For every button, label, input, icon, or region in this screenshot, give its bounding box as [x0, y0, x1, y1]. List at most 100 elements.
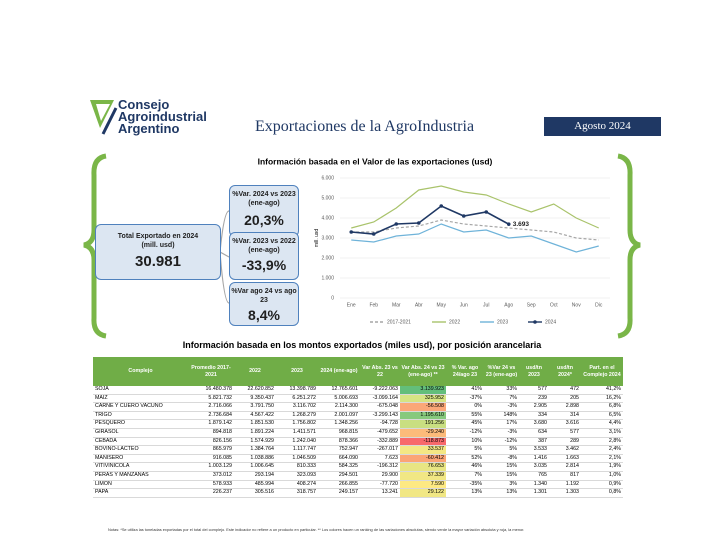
table-cell: 6,8%	[581, 402, 623, 412]
table-row: PESQUERO 1.879.142 1.851.530 1.756.802 1.348…	[93, 419, 623, 429]
table-cell: 1.195.610	[400, 411, 446, 421]
table-cell: 2.716.066	[188, 402, 234, 412]
table-cell: 2.814	[549, 462, 581, 472]
table-cell: 33.537	[400, 445, 446, 455]
table-cell: 4.567.422	[234, 411, 276, 421]
table-cell: 29.122	[400, 488, 446, 498]
table-cell: -267.017	[360, 445, 400, 455]
table-cell: 29.900	[360, 471, 400, 481]
point	[349, 230, 354, 234]
table-row: CARNE Y CUERO VACUNO 2.716.066 3.791.750 3.…	[93, 402, 623, 412]
table-cell: 2.736.684	[188, 411, 234, 421]
table-cell: 7%	[484, 394, 519, 404]
table-cell: 578.933	[188, 480, 234, 490]
y-tick-label: 5.000	[321, 195, 334, 201]
table-cell: -29.240	[400, 428, 446, 438]
table-cell: 3.139.923	[400, 386, 446, 395]
table-cell: 916.085	[188, 454, 234, 464]
table-cell: 1.416	[519, 454, 549, 464]
table: Complejo Promedio 2017-2021 2022 2023 2024 (…	[93, 357, 623, 498]
x-tick-label: Dic	[595, 302, 603, 308]
table-cell: 817	[549, 471, 581, 481]
row-label: VITIVINICOLA	[93, 462, 188, 472]
point	[439, 204, 444, 208]
column-header: Var Abs. 23 vs 22	[360, 357, 400, 386]
table-cell: -479.652	[360, 428, 400, 438]
column-header: Var Abs. 24 vs 23 (ene-ago) **	[400, 357, 446, 386]
point	[371, 232, 376, 236]
table-cell: 5%	[484, 445, 519, 455]
table-cell: -77.720	[360, 480, 400, 490]
table-cell: 10%	[446, 437, 484, 447]
table-cell: -675.048	[360, 402, 400, 412]
row-label: TRIGO	[93, 411, 188, 421]
column-header: Promedio 2017-2021	[188, 357, 234, 386]
table-cell: 1.348.256	[318, 419, 360, 429]
table-cell: 826.156	[188, 437, 234, 447]
right-brace	[617, 153, 641, 339]
table-cell: -12%	[446, 428, 484, 438]
point	[506, 222, 511, 226]
series-line	[351, 205, 510, 235]
table-cell: -3.299.143	[360, 411, 400, 421]
x-tick-label: Ene	[347, 302, 356, 308]
row-label: CEBADA	[93, 437, 188, 447]
point	[416, 221, 421, 225]
table-cell: 485.994	[234, 480, 276, 490]
left-brace	[83, 153, 107, 339]
table-row: SOJA 16.480.378 22.620.852 13.398.789 12.765…	[93, 386, 623, 395]
table-cell: 1.411.571	[276, 428, 318, 438]
table-cell: 1.303	[549, 488, 581, 498]
column-header: 2023	[276, 357, 318, 386]
table-cell: 37.339	[400, 471, 446, 481]
table-cell: 1.891.224	[234, 428, 276, 438]
table-cell: 664.090	[318, 454, 360, 464]
row-label: MANISERO	[93, 454, 188, 464]
table-cell: 249.157	[318, 488, 360, 498]
table-cell: 373.012	[188, 471, 234, 481]
table-cell: 5.821.732	[188, 394, 234, 404]
var-value: -33,9%	[241, 257, 287, 273]
point	[484, 210, 489, 214]
table-cell: 634	[519, 428, 549, 438]
y-tick-label: 3.000	[321, 235, 334, 241]
table-cell: 4,4%	[581, 419, 623, 429]
table-cell: 878.366	[318, 437, 360, 447]
table-cell: 577	[519, 386, 549, 395]
y-tick-label: 2.000	[321, 255, 334, 261]
table-cell: 12.765.601	[318, 386, 360, 395]
table-cell: 33%	[484, 386, 519, 395]
table-cell: 1.046.509	[276, 454, 318, 464]
logo-text: Consejo Agroindustrial Argentino	[118, 98, 207, 135]
x-tick-label: Mar	[392, 302, 401, 308]
data-label: 3.693	[513, 221, 530, 228]
table-cell: 148%	[484, 411, 519, 421]
total-value: 30.981	[135, 253, 181, 270]
row-label: MAÍZ	[93, 394, 188, 404]
table-cell: 226.237	[188, 488, 234, 498]
legend-label: 2022	[449, 319, 460, 325]
table-cell: 2,8%	[581, 437, 623, 447]
table-cell: -9.222.063	[360, 386, 400, 395]
table-row: TRIGO 2.736.684 4.567.422 1.268.279 2.001.09…	[93, 411, 623, 421]
table-row: LIMÓN 578.933 485.994 408.274 266.855 -77.720…	[93, 480, 623, 490]
table-cell: 968.815	[318, 428, 360, 438]
table-cell: 472	[549, 386, 581, 395]
table-cell: 17%	[484, 419, 519, 429]
table-cell: 293.194	[234, 471, 276, 481]
footnote: Notas: *Se utiliza las toneladas exporta…	[108, 527, 525, 532]
table-cell: 3.616	[549, 419, 581, 429]
table-cell: 55%	[446, 411, 484, 421]
table-cell: -3.099.164	[360, 394, 400, 404]
var-value: 20,3%	[244, 212, 284, 228]
series-line	[351, 185, 599, 229]
total-box: Total Exportado en 2024 (mill. usd) 30.9…	[95, 224, 221, 280]
table-cell: 1.006.645	[234, 462, 276, 472]
table-cell: 1.301	[519, 488, 549, 498]
var-label: %Var ago 24 vs ago 23	[231, 288, 297, 304]
table-cell: 22.620.852	[234, 386, 276, 395]
table-cell: 1.038.886	[234, 454, 276, 464]
x-tick-label: Sep	[527, 302, 536, 308]
period-badge: Agosto 2024	[544, 117, 661, 136]
